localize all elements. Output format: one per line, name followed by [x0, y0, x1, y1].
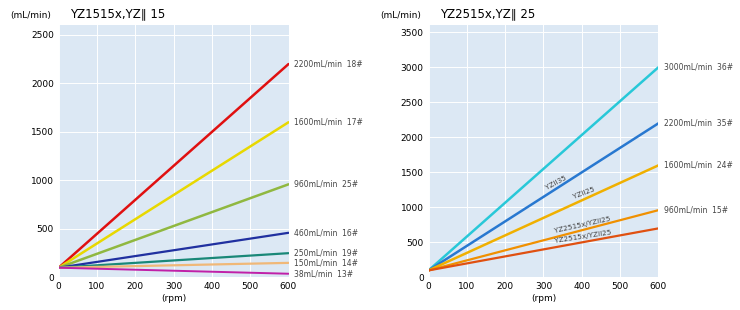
Text: 1600mL/min  17#: 1600mL/min 17#: [294, 118, 363, 127]
Text: YZ1515x,YZ∥ 15: YZ1515x,YZ∥ 15: [70, 7, 166, 20]
Text: YZII25: YZII25: [572, 186, 596, 200]
Text: YZ2515x/YZII25: YZ2515x/YZII25: [554, 215, 611, 233]
Text: YZ2515x,YZ∥ 25: YZ2515x,YZ∥ 25: [440, 7, 535, 20]
Text: 150mL/min  14#: 150mL/min 14#: [294, 258, 358, 267]
Y-axis label: (mL/min): (mL/min): [380, 11, 421, 20]
Text: 3000mL/min  36#: 3000mL/min 36#: [664, 63, 733, 72]
Y-axis label: (mL/min): (mL/min): [10, 11, 52, 20]
Text: 250mL/min  19#: 250mL/min 19#: [294, 249, 358, 258]
Text: YZII35: YZII35: [545, 175, 568, 191]
Text: 38mL/min  13#: 38mL/min 13#: [294, 269, 353, 278]
Text: 960mL/min  15#: 960mL/min 15#: [664, 206, 728, 215]
Text: YZ2515x/YZII25: YZ2515x/YZII25: [554, 229, 612, 244]
Text: 2200mL/min  18#: 2200mL/min 18#: [294, 60, 363, 69]
Text: 2200mL/min  35#: 2200mL/min 35#: [664, 119, 733, 128]
X-axis label: (rpm): (rpm): [161, 294, 186, 303]
Text: 1600mL/min  24#: 1600mL/min 24#: [664, 161, 733, 170]
Text: 460mL/min  16#: 460mL/min 16#: [294, 228, 358, 237]
Text: 960mL/min  25#: 960mL/min 25#: [294, 180, 358, 189]
X-axis label: (rpm): (rpm): [531, 294, 556, 303]
